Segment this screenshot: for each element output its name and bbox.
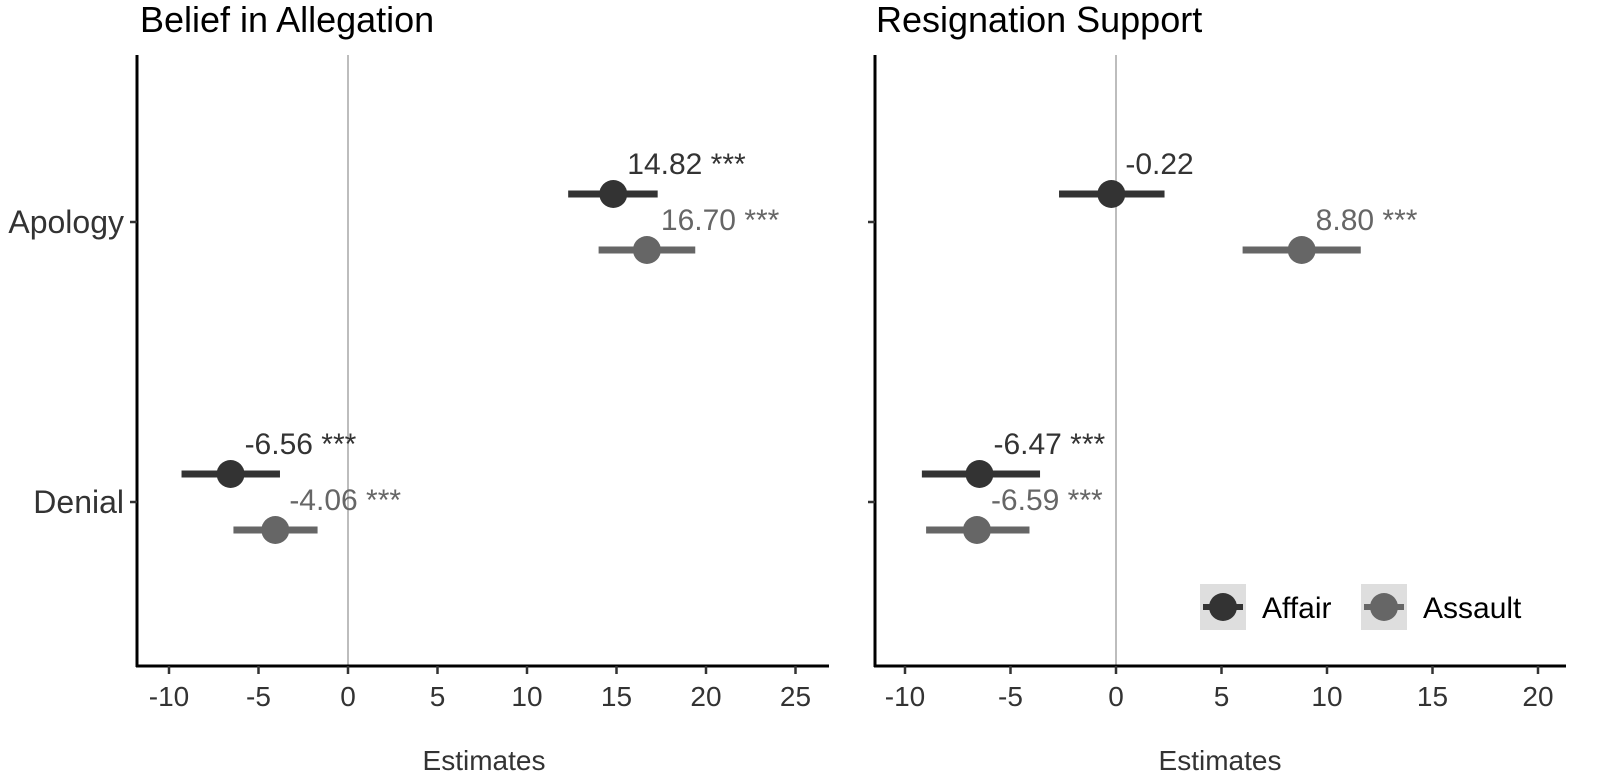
x-tick-label: 5 <box>430 681 446 712</box>
estimate-point <box>632 236 661 264</box>
x-tick-label: 5 <box>1214 681 1230 712</box>
estimate-point <box>216 460 245 488</box>
x-tick-label: 15 <box>601 681 632 712</box>
panel-resignation-support: Resignation Support -10 -5 0 5 10 15 20 Estima… <box>868 0 1566 773</box>
x-tick-label: 20 <box>690 681 721 712</box>
x-tick-label: 25 <box>780 681 811 712</box>
x-tick-label: -5 <box>998 681 1023 712</box>
y-label-apology: Apology <box>8 204 124 240</box>
x-tick-label: 10 <box>1311 681 1342 712</box>
estimate-point <box>599 180 628 208</box>
legend: Affair Assault <box>1200 584 1522 630</box>
x-tick-label: -10 <box>885 681 925 712</box>
x-tick-label: -10 <box>149 681 189 712</box>
data-marks: 14.82 *** -6.56 *** 16.70 *** -4.06 *** <box>181 148 780 544</box>
estimate-point <box>261 516 290 544</box>
panel-title: Belief in Allegation <box>140 0 434 40</box>
x-tick-label: 0 <box>1108 681 1124 712</box>
data-marks: -0.22 -6.47 *** 8.80 *** -6.59 *** <box>921 148 1418 544</box>
panel-belief-in-allegation: Belief in Allegation Apology Denial -10-… <box>8 0 829 773</box>
x-tick-label: -5 <box>246 681 271 712</box>
legend-label-assault: Assault <box>1423 592 1522 625</box>
x-ticks: -10 -5 0 5 10 15 20 25 <box>149 666 811 712</box>
estimate-label: 16.70 *** <box>661 204 780 237</box>
x-tick-label: 10 <box>511 681 542 712</box>
x-axis-title: Estimates <box>1159 745 1282 773</box>
estimate-label: -6.56 *** <box>245 428 357 461</box>
estimate-point <box>962 516 991 544</box>
x-tick-label: 15 <box>1417 681 1448 712</box>
estimate-label: -0.22 <box>1125 148 1193 181</box>
x-tick-label: 20 <box>1522 681 1553 712</box>
estimate-point <box>965 460 994 488</box>
x-ticks: -10 -5 0 5 10 15 20 <box>885 666 1554 712</box>
estimate-label: -6.47 *** <box>993 428 1105 461</box>
estimate-label: 14.82 *** <box>627 148 746 181</box>
estimate-label: -6.59 *** <box>991 484 1103 517</box>
estimate-point <box>1097 180 1126 208</box>
legend-key-dot-affair <box>1209 593 1237 621</box>
legend-key-dot-assault <box>1370 593 1398 621</box>
estimate-point <box>1287 236 1316 264</box>
y-label-denial: Denial <box>33 484 124 520</box>
x-axis-title: Estimates <box>423 745 546 773</box>
panel-title: Resignation Support <box>876 0 1202 40</box>
x-tick-label: 0 <box>340 681 356 712</box>
legend-label-affair: Affair <box>1262 592 1331 625</box>
estimate-label: -4.06 *** <box>289 484 401 517</box>
estimate-label: 8.80 *** <box>1316 204 1418 237</box>
